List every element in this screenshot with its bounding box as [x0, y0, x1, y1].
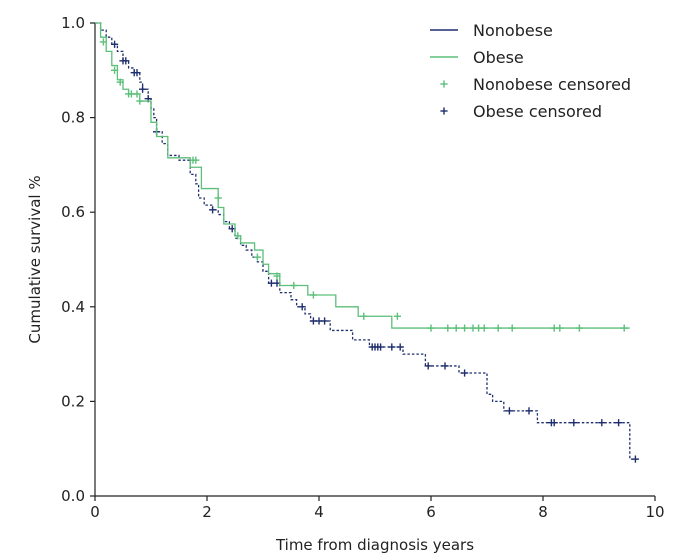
legend-item-obese: Obese — [430, 48, 524, 67]
legend-label: Nonobese censored — [473, 75, 631, 94]
survival-curve-obese — [95, 22, 630, 329]
axes: 0 2 4 6 8 10 0.0 0.2 0.4 0.6 0.8 1.0 — [61, 14, 664, 521]
y-tick-label: 0.8 — [61, 109, 85, 127]
y-tick-label: 0.6 — [61, 203, 85, 221]
x-tick-label: 4 — [314, 503, 324, 521]
series-obese — [95, 22, 630, 332]
legend-item-nonobese-censored: Nonobese censored — [440, 75, 631, 94]
legend-label: Obese censored — [473, 102, 602, 121]
x-tick-label: 10 — [645, 503, 664, 521]
x-tick-label: 6 — [426, 503, 436, 521]
y-tick-label: 0.2 — [61, 392, 85, 410]
y-tick-label: 0.4 — [61, 298, 85, 316]
y-tick-label: 1.0 — [61, 14, 85, 32]
legend: Nonobese Obese Nonobese censored Obese cens… — [430, 21, 631, 121]
x-axis-title: Time from diagnosis years — [275, 536, 474, 554]
legend-label: Nonobese — [473, 21, 553, 40]
y-axis-title: Cumulative survival % — [26, 175, 44, 343]
legend-item-obese-censored: Obese censored — [440, 102, 602, 121]
series-layer — [95, 22, 639, 463]
x-tick-label: 2 — [202, 503, 212, 521]
series-nonobese — [95, 22, 639, 463]
x-tick-label: 0 — [90, 503, 100, 521]
legend-item-nonobese: Nonobese — [430, 21, 553, 40]
x-tick-label: 8 — [538, 503, 548, 521]
legend-label: Obese — [473, 48, 524, 67]
y-tick-label: 0.0 — [61, 487, 85, 505]
